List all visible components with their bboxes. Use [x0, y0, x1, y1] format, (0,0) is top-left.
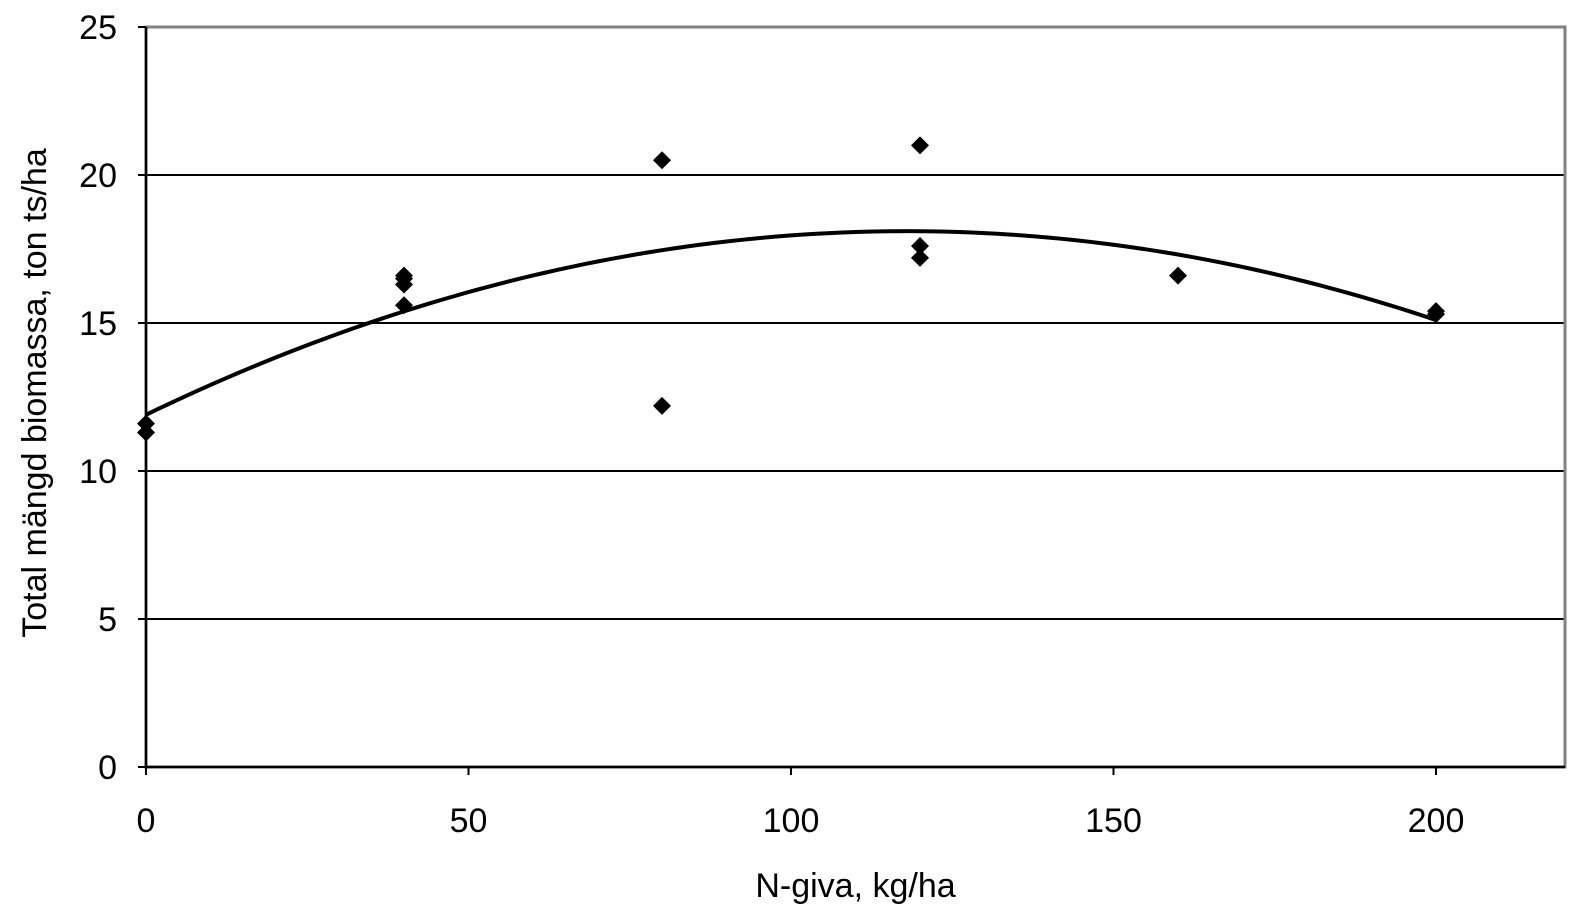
x-tick-label: 200: [1408, 802, 1465, 840]
x-tick-label: 0: [137, 802, 156, 840]
data-point: [137, 414, 155, 433]
y-tick-label: 25: [79, 9, 117, 47]
y-tick-label: 5: [98, 601, 117, 639]
data-point: [1427, 302, 1445, 321]
data-point: [395, 296, 413, 315]
y-tick-label: 20: [79, 157, 117, 195]
y-tick-label: 15: [79, 305, 117, 343]
data-point: [395, 266, 413, 285]
x-tick-label: 100: [763, 802, 820, 840]
x-tick-label: 50: [450, 802, 488, 840]
y-tick-label: 10: [79, 453, 117, 491]
x-tick-label: 150: [1085, 802, 1142, 840]
trendline: [145, 229, 1437, 417]
data-point: [911, 136, 929, 155]
data-point: [911, 248, 929, 267]
y-axis-ticks: 0 5 10 15 20 25: [79, 9, 146, 787]
x-axis-ticks: 0 50 100 150 200: [137, 767, 1465, 840]
data-point: [1169, 266, 1187, 285]
data-point: [911, 237, 929, 256]
data-point: [653, 396, 671, 415]
data-points: [137, 136, 1445, 442]
y-tick-label: 0: [98, 749, 117, 787]
data-point: [653, 151, 671, 170]
y-axis-title: Total mängd biomassa, ton ts/ha: [16, 148, 54, 638]
x-axis-title: N-giva, kg/ha: [755, 867, 955, 905]
gridlines: [146, 174, 1565, 620]
